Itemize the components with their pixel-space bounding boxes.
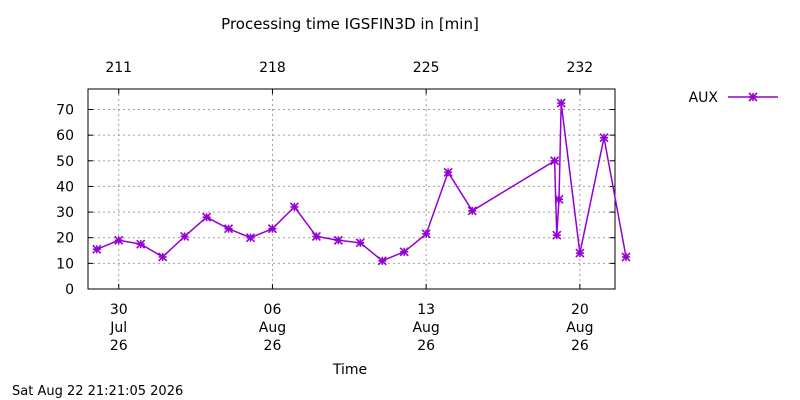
x-tick-label: 26 (417, 338, 435, 354)
y-tick-label: 30 (56, 205, 74, 221)
legend-label-aux: AUX (689, 90, 719, 106)
data-point (333, 235, 343, 245)
data-point (467, 206, 477, 216)
series-aux (92, 98, 631, 266)
data-point (267, 224, 278, 234)
data-point (575, 248, 585, 258)
data-point (556, 98, 566, 108)
y-tick-label: 20 (56, 231, 74, 247)
x-tick-label: 06 (264, 302, 282, 318)
x2-tick-label: 211 (105, 60, 132, 76)
x-tick-label: 20 (571, 302, 589, 318)
x-tick-label: Aug (566, 320, 593, 336)
x-tick-label: Jul (109, 320, 127, 336)
data-point (158, 252, 168, 262)
grid (88, 89, 615, 289)
data-point (552, 230, 562, 240)
data-point (621, 252, 631, 262)
data-point (399, 247, 409, 257)
y-tick-label: 0 (65, 282, 74, 298)
y-tick-label: 10 (56, 256, 74, 272)
data-point (421, 229, 431, 239)
y-tick-label: 60 (56, 128, 74, 144)
x-tick-label: 26 (571, 338, 589, 354)
data-point (92, 244, 102, 254)
data-point (136, 239, 146, 249)
legend: AUX (689, 90, 778, 106)
data-point (554, 194, 564, 204)
legend-point-marker (748, 92, 758, 102)
data-point (180, 231, 190, 242)
x-axis-label: Time (332, 362, 367, 378)
series-markers (92, 98, 631, 266)
data-point (245, 233, 256, 243)
x2-tick-label: 218 (259, 60, 286, 76)
plot-frame (87, 88, 616, 290)
x-tick-label: 13 (417, 302, 435, 318)
data-point (289, 202, 299, 212)
data-point (202, 212, 212, 222)
x-tick-label: 30 (110, 302, 128, 318)
data-point (311, 231, 321, 242)
data-point (550, 156, 560, 166)
x2-tick-label: 225 (413, 60, 440, 76)
y-tick-label: 70 (56, 103, 74, 119)
x2-tick-label: 232 (566, 60, 593, 76)
data-point (599, 133, 609, 143)
footer-timestamp: Sat Aug 22 21:21:05 2026 (12, 384, 183, 399)
x-tick-label: 26 (264, 338, 282, 354)
data-point (114, 235, 124, 245)
x-tick-label: Aug (259, 320, 286, 336)
x-tick-labels: 30 Jul 26 06 Aug 26 13 Aug 26 20 Aug 26 (109, 302, 593, 354)
data-point (377, 256, 387, 266)
y-tick-label: 40 (56, 179, 74, 195)
chart-title: Processing time IGSFIN3D in [min] (221, 15, 479, 33)
data-point (443, 167, 453, 177)
axis-ticks (88, 89, 615, 290)
y-tick-label: 50 (56, 154, 74, 170)
data-point (223, 224, 234, 234)
y-tick-labels: 0 10 20 30 40 50 60 70 (56, 103, 74, 298)
data-point (355, 238, 365, 248)
x-tick-label: Aug (412, 320, 439, 336)
x-tick-label: 26 (110, 338, 128, 354)
legend-marker-aux (748, 92, 758, 102)
series-line-aux (96, 103, 627, 262)
x2-tick-labels: 211 218 225 232 (105, 60, 593, 76)
